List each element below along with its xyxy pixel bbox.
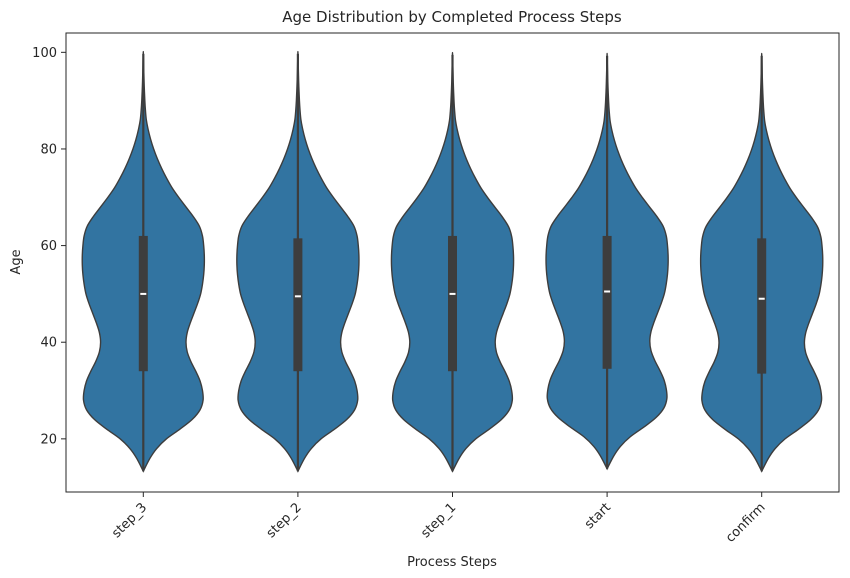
y-axis-title: Age xyxy=(9,249,24,274)
x-axis-title: Process Steps xyxy=(407,555,497,570)
violin-iqr-box xyxy=(138,235,148,372)
violin-iqr-box xyxy=(448,235,457,372)
violin-iqr-box xyxy=(293,238,303,372)
plot-area: 20 40 60 80 100 step_3 step_2 step_1 start confir… xyxy=(32,32,840,546)
x-tick-label: step_3 xyxy=(109,500,150,541)
y-tick-label: 100 xyxy=(32,46,57,61)
chart-title: Age Distribution by Completed Process St… xyxy=(282,8,622,26)
y-tick-label: 40 xyxy=(40,336,57,351)
x-tick-label: confirm xyxy=(723,500,768,545)
y-tick-label: 60 xyxy=(40,239,57,254)
x-tick-label: step_1 xyxy=(418,500,459,541)
x-tick-label: start xyxy=(582,500,614,532)
y-tick-label: 80 xyxy=(40,142,57,157)
x-tick-label: step_2 xyxy=(264,500,305,541)
violin-iqr-box xyxy=(757,238,767,374)
y-tick-label: 20 xyxy=(40,432,57,447)
violin-iqr-box xyxy=(602,235,612,369)
